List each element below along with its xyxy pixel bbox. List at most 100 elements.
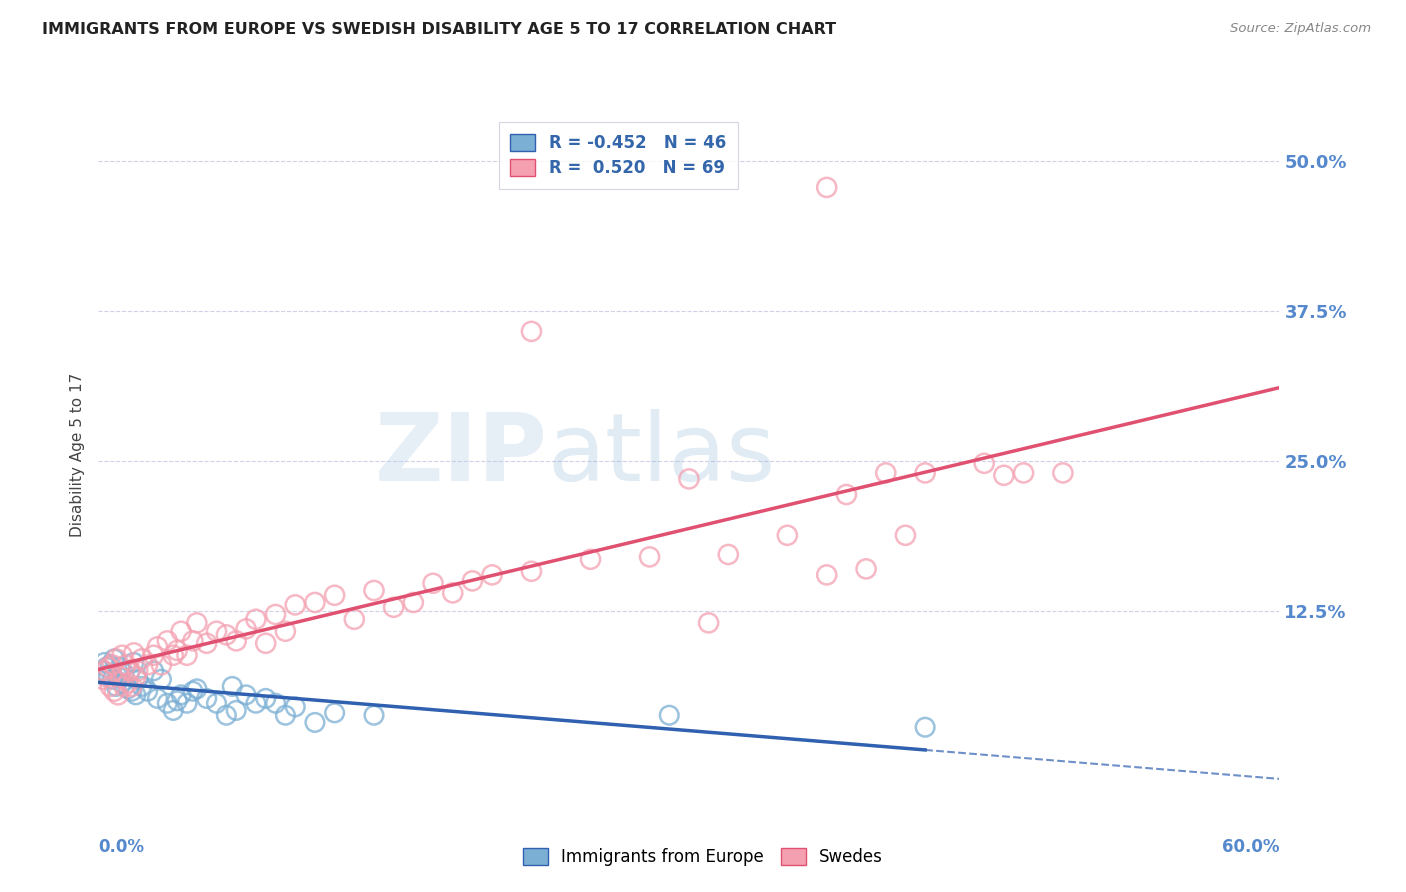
Y-axis label: Disability Age 5 to 17: Disability Age 5 to 17	[70, 373, 86, 537]
Point	[108, 670, 131, 684]
Point	[111, 648, 134, 663]
Point	[127, 672, 149, 686]
Text: ZIP: ZIP	[374, 409, 547, 501]
Point	[323, 588, 346, 602]
Point	[142, 664, 165, 678]
Legend: Immigrants from Europe, Swedes: Immigrants from Europe, Swedes	[515, 840, 891, 875]
Point	[98, 657, 121, 672]
Point	[93, 656, 115, 670]
Point	[520, 324, 543, 338]
Point	[402, 595, 425, 609]
Point	[274, 708, 297, 723]
Point	[1052, 466, 1074, 480]
Point	[186, 615, 208, 630]
Point	[894, 528, 917, 542]
Point	[186, 681, 208, 696]
Point	[156, 696, 179, 710]
Point	[678, 472, 700, 486]
Point	[105, 680, 128, 694]
Point	[304, 715, 326, 730]
Point	[254, 636, 277, 650]
Point	[264, 696, 287, 710]
Point	[96, 660, 118, 674]
Text: 0.0%: 0.0%	[98, 838, 145, 855]
Point	[91, 672, 114, 686]
Legend: R = -0.452   N = 46, R =  0.520   N = 69: R = -0.452 N = 46, R = 0.520 N = 69	[499, 122, 738, 189]
Point	[97, 660, 120, 674]
Point	[776, 528, 799, 542]
Point	[96, 670, 118, 684]
Point	[101, 657, 124, 672]
Text: IMMIGRANTS FROM EUROPE VS SWEDISH DISABILITY AGE 5 TO 17 CORRELATION CHART: IMMIGRANTS FROM EUROPE VS SWEDISH DISABI…	[42, 22, 837, 37]
Point	[815, 180, 838, 194]
Point	[835, 487, 858, 501]
Point	[170, 624, 193, 639]
Point	[131, 652, 153, 666]
Point	[108, 660, 131, 674]
Point	[107, 688, 129, 702]
Point	[136, 684, 159, 698]
Point	[254, 691, 277, 706]
Point	[245, 612, 267, 626]
Point	[225, 703, 247, 717]
Point	[304, 595, 326, 609]
Point	[122, 646, 145, 660]
Point	[117, 676, 139, 690]
Point	[121, 684, 143, 698]
Point	[125, 688, 148, 702]
Point	[461, 574, 484, 588]
Point	[107, 670, 129, 684]
Point	[914, 720, 936, 734]
Point	[112, 666, 135, 681]
Point	[121, 680, 143, 694]
Point	[363, 708, 385, 723]
Point	[115, 657, 138, 672]
Point	[181, 633, 204, 648]
Point	[150, 657, 173, 672]
Point	[264, 607, 287, 622]
Point	[118, 664, 141, 678]
Point	[973, 456, 995, 470]
Point	[323, 706, 346, 720]
Point	[284, 699, 307, 714]
Point	[122, 656, 145, 670]
Point	[117, 681, 139, 696]
Point	[98, 680, 121, 694]
Point	[103, 684, 125, 698]
Point	[284, 598, 307, 612]
Point	[274, 624, 297, 639]
Point	[221, 680, 243, 694]
Point	[91, 664, 114, 678]
Point	[855, 562, 877, 576]
Point	[1012, 466, 1035, 480]
Point	[146, 640, 169, 654]
Point	[205, 696, 228, 710]
Point	[156, 633, 179, 648]
Point	[343, 612, 366, 626]
Point	[162, 703, 184, 717]
Point	[441, 586, 464, 600]
Point	[112, 680, 135, 694]
Point	[481, 567, 503, 582]
Point	[875, 466, 897, 480]
Point	[150, 672, 173, 686]
Point	[118, 664, 141, 678]
Point	[422, 576, 444, 591]
Point	[225, 633, 247, 648]
Point	[176, 696, 198, 710]
Text: Source: ZipAtlas.com: Source: ZipAtlas.com	[1230, 22, 1371, 36]
Point	[579, 552, 602, 566]
Text: 60.0%: 60.0%	[1222, 838, 1279, 855]
Point	[195, 636, 218, 650]
Point	[142, 648, 165, 663]
Point	[638, 549, 661, 564]
Point	[993, 468, 1015, 483]
Point	[205, 624, 228, 639]
Point	[245, 696, 267, 710]
Point	[914, 466, 936, 480]
Point	[215, 708, 238, 723]
Point	[166, 694, 188, 708]
Point	[162, 648, 184, 663]
Point	[125, 670, 148, 684]
Text: atlas: atlas	[547, 409, 776, 501]
